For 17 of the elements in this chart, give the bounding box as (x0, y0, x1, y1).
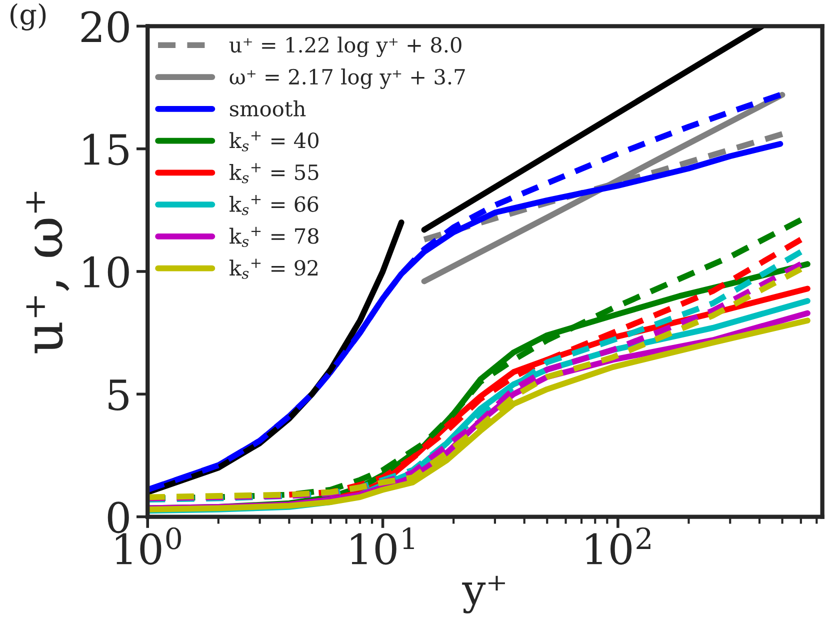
x-tick-label: 10$^{1}$ (351, 527, 414, 565)
legend-label: k$_{s}$$^{+}$ = 78 (229, 226, 318, 248)
legend-label: u⁺ = 1.22 log y⁺ + 8.0 (229, 36, 462, 58)
y-axis-title: u⁺, ω⁺ (26, 192, 70, 354)
y-tick-label: 20 (81, 11, 129, 43)
y-tick-label: 15 (84, 134, 128, 166)
legend-label: ω⁺ = 2.17 log y⁺ + 3.7 (230, 68, 465, 89)
x-tick-label: 10$^{2}$ (586, 527, 650, 565)
legend-label: k$_{s}$$^{+}$ = 66 (229, 194, 318, 216)
legend-label: smooth (230, 100, 306, 117)
x-axis-title: y⁺ (462, 576, 505, 614)
legend-label: k$_{s}$$^{+}$ = 92 (229, 258, 318, 279)
text: (g) (10, 3, 46, 30)
y-tick-label: 10 (84, 256, 129, 288)
legend-label: k$_{s}$$^{+}$ = 40 (229, 131, 318, 152)
y-tick-label: 5 (108, 380, 128, 411)
legend-label: k$_{s}$$^{+}$ = 55 (229, 163, 318, 184)
